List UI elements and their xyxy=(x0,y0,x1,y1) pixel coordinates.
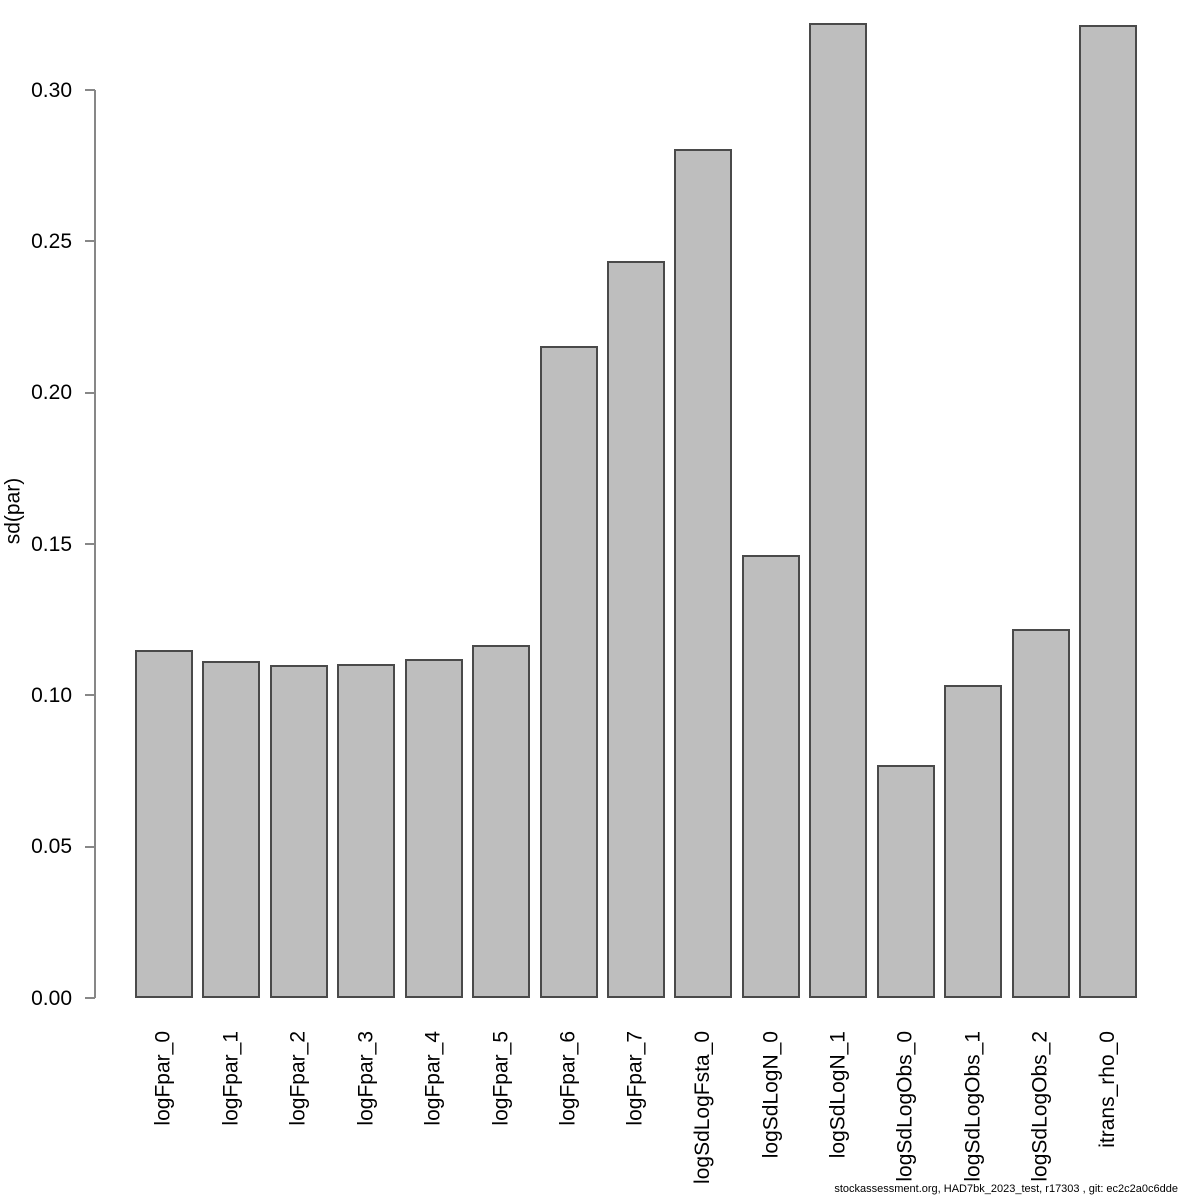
bar-logFpar_1 xyxy=(202,661,261,998)
bar-logFpar_3 xyxy=(337,663,396,998)
bar-logSdLogObs_0 xyxy=(876,764,935,998)
bar-logFpar_6 xyxy=(539,345,598,998)
y-axis-tick-label: 0.30 xyxy=(31,78,72,102)
y-axis-tick xyxy=(85,543,95,545)
x-axis-label: logSdLogFsta_0 xyxy=(691,1031,715,1184)
y-axis-tick-label: 0.25 xyxy=(31,229,72,253)
y-axis-tick xyxy=(85,997,95,999)
x-axis-label: logFpar_1 xyxy=(219,1031,243,1126)
y-axis-tick-label: 0.05 xyxy=(31,835,72,859)
x-axis-label: logFpar_4 xyxy=(421,1031,445,1126)
bar-logFpar_0 xyxy=(135,649,193,998)
x-axis-label: logSdLogObs_1 xyxy=(961,1031,985,1182)
y-axis-tick xyxy=(85,694,95,697)
bar-logSdLogObs_1 xyxy=(944,684,1003,998)
y-axis-tick xyxy=(85,240,95,243)
x-axis-label: logFpar_2 xyxy=(286,1031,310,1126)
x-axis-label: logFpar_6 xyxy=(556,1031,580,1126)
bar-logSdLogFsta_0 xyxy=(674,149,733,998)
y-axis-tick-label: 0.15 xyxy=(31,532,72,556)
bar-logFpar_5 xyxy=(472,645,531,998)
bar-logSdLogN_1 xyxy=(809,23,868,998)
x-axis-label: logSdLogN_1 xyxy=(826,1031,850,1159)
bar-logSdLogObs_2 xyxy=(1011,629,1070,998)
y-axis-tick xyxy=(85,89,95,91)
y-axis-tick xyxy=(85,845,95,848)
x-axis-label: logSdLogObs_2 xyxy=(1028,1031,1052,1182)
bar-logSdLogN_0 xyxy=(741,554,800,998)
y-axis-line xyxy=(94,90,96,998)
y-axis-tick-label: 0.00 xyxy=(31,986,72,1010)
y-axis-title: sd(par) xyxy=(2,477,25,545)
x-axis-label: logFpar_5 xyxy=(489,1031,513,1126)
x-axis-label: logSdLogN_0 xyxy=(758,1031,782,1159)
x-axis-label: logFpar_3 xyxy=(354,1031,378,1126)
x-axis-label: itrans_rho_0 xyxy=(1096,1031,1119,1148)
y-axis-tick-label: 0.10 xyxy=(31,683,72,707)
footer-note: stockassessment.org, HAD7bk_2023_test, r… xyxy=(834,1183,1178,1195)
x-axis-label: logFpar_7 xyxy=(624,1031,647,1126)
y-axis-tick-label: 0.20 xyxy=(31,381,72,405)
y-axis-tick xyxy=(85,391,95,394)
bar-logFpar_7 xyxy=(607,261,665,998)
bar-logFpar_4 xyxy=(404,658,463,998)
x-axis-label: logSdLogObs_0 xyxy=(893,1031,917,1182)
x-axis-label: logFpar_0 xyxy=(152,1031,175,1126)
bar-itrans_rho_0 xyxy=(1079,24,1137,998)
bar-logFpar_2 xyxy=(269,664,328,998)
